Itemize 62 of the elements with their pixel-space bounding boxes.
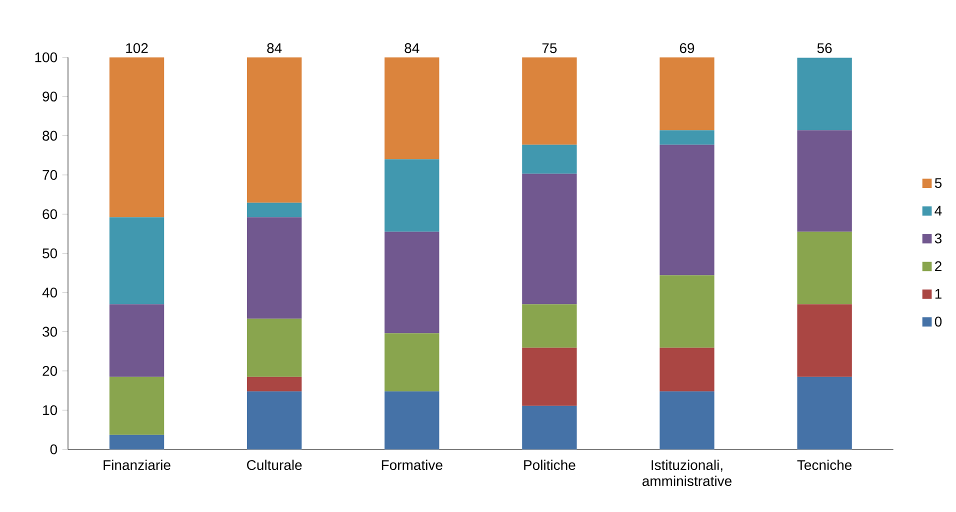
x-tick-label: Culturale — [247, 460, 302, 470]
annotation: 56 — [817, 43, 832, 54]
legend-label: 4 — [934, 206, 942, 216]
bar — [247, 202, 302, 218]
bar — [384, 57, 440, 160]
y-tick-label: 20 — [42, 366, 58, 376]
bar — [660, 391, 714, 450]
legend-label: 5 — [934, 178, 942, 188]
bar — [109, 304, 164, 377]
y-tick-label: 10 — [43, 405, 58, 416]
y-tick-label: 70 — [42, 170, 58, 180]
bar — [797, 58, 852, 130]
y-tick-label: 100 — [35, 52, 58, 62]
legend-label: 1 — [935, 289, 942, 299]
bar — [797, 376, 852, 450]
y-tick-label: 30 — [42, 326, 58, 337]
bar — [384, 391, 440, 450]
bar — [247, 57, 302, 203]
annotation: 102 — [126, 43, 148, 54]
bar — [797, 130, 852, 232]
x-tick-label: Politiche — [524, 460, 576, 470]
annotation: 84 — [267, 43, 282, 54]
bar — [522, 174, 577, 304]
bar — [109, 434, 164, 450]
bar — [660, 57, 714, 130]
bar — [522, 144, 577, 174]
y-tick-label: 80 — [42, 130, 58, 141]
bar — [660, 144, 714, 276]
bar — [109, 217, 164, 304]
bar — [247, 391, 302, 450]
x-tick-label: Tecniche — [797, 460, 852, 470]
bar — [384, 159, 440, 232]
y-tick-label: 60 — [42, 209, 58, 220]
bar — [109, 376, 164, 435]
bar — [522, 304, 577, 348]
annotation: 75 — [542, 43, 557, 54]
legend-label: 2 — [935, 261, 942, 272]
y-tick-label: 50 — [42, 248, 58, 258]
bar — [247, 376, 302, 392]
y-tick-label: 90 — [42, 92, 58, 102]
bar — [247, 318, 302, 377]
bar — [660, 348, 714, 392]
bar — [522, 406, 577, 450]
x-tick-label: Istituzionali, amministrative — [642, 460, 732, 486]
bar — [660, 130, 714, 145]
y-tick-label: 40 — [42, 288, 58, 298]
x-tick-label: Formative — [382, 460, 442, 470]
bar — [109, 57, 164, 218]
bar — [797, 304, 852, 377]
bar — [660, 275, 714, 348]
annotation: 84 — [404, 43, 420, 54]
annotation: 69 — [680, 43, 694, 54]
bar — [384, 232, 440, 334]
bar — [384, 333, 440, 392]
bar — [247, 217, 302, 319]
bar — [522, 348, 577, 406]
bar — [522, 57, 577, 145]
y-tick-label: 0 — [50, 444, 58, 454]
x-tick-label: Finanziarie — [104, 460, 170, 470]
legend-label: 0 — [934, 316, 942, 327]
bar — [797, 232, 852, 304]
legend-label: 3 — [934, 234, 942, 244]
